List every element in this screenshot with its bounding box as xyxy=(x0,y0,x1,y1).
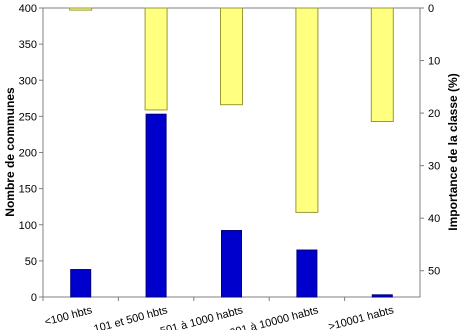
y-tick-label: 200 xyxy=(19,148,37,160)
bar xyxy=(144,7,168,111)
bar xyxy=(371,294,393,298)
y-tick-label: 100 xyxy=(19,220,37,232)
y2-axis-title: Importance de la classe (%) xyxy=(446,73,460,230)
y-tick-label: 50 xyxy=(25,256,37,268)
bar xyxy=(69,7,93,11)
y-axis-title: Nombre de communes xyxy=(3,87,17,217)
y-tick-label: 250 xyxy=(19,111,37,123)
y-tick-label: 350 xyxy=(19,39,37,51)
x-tick-label: 101 et 500 hbts xyxy=(93,304,170,330)
y-tick-label: 0 xyxy=(31,292,37,304)
bar xyxy=(145,113,167,298)
y-tick-label: 300 xyxy=(19,75,37,87)
y2-tick-label: 30 xyxy=(428,161,440,173)
bar xyxy=(70,269,92,298)
y-tick-label: 150 xyxy=(19,184,37,196)
y2-tick-label: 40 xyxy=(428,213,440,225)
y-tick-label: 400 xyxy=(19,3,37,15)
bar xyxy=(296,249,318,298)
y2-tick-label: 50 xyxy=(428,266,440,278)
bar xyxy=(221,230,242,298)
bar xyxy=(295,7,319,213)
x-tick-label: <100 hbts xyxy=(43,304,94,328)
y2-tick-label: 10 xyxy=(428,56,440,68)
bar xyxy=(220,7,243,106)
y2-tick-label: 20 xyxy=(428,108,440,120)
x-tick-label: >10001 habts xyxy=(327,304,395,330)
y2-tick-label: 0 xyxy=(428,3,434,15)
bar xyxy=(370,7,394,122)
